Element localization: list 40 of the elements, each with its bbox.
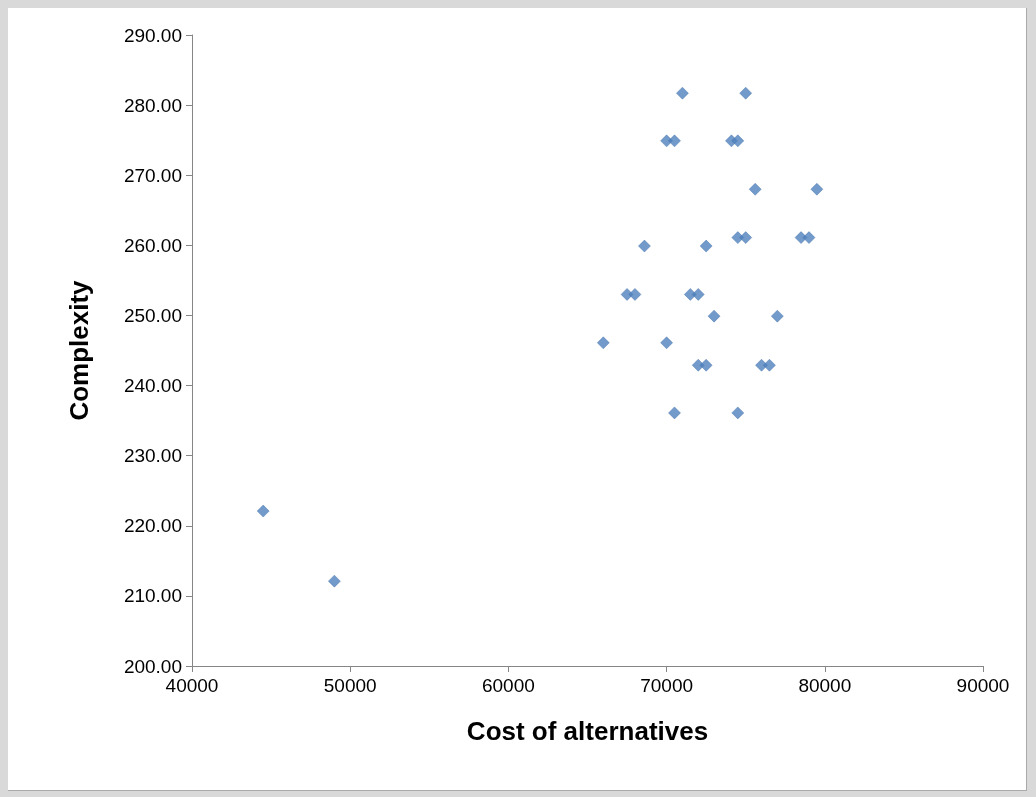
y-tick-label: 220.00 — [123, 515, 182, 537]
y-tick-label: 240.00 — [123, 375, 182, 397]
x-tick-label: 70000 — [640, 675, 694, 696]
point — [731, 134, 745, 148]
y-tick-label: 280.00 — [123, 94, 182, 116]
point — [802, 231, 816, 244]
point — [628, 288, 642, 301]
y-tick-label: 250.00 — [123, 304, 182, 326]
y-tick-label: 270.00 — [123, 164, 182, 186]
y-axis-title: Complexity — [64, 279, 94, 421]
point — [748, 182, 762, 196]
point — [810, 182, 824, 196]
y-tick-label: 290.00 — [123, 24, 182, 46]
y-tick-label: 230.00 — [123, 445, 182, 467]
point — [638, 239, 651, 253]
y-tick-label: 210.00 — [123, 585, 182, 607]
point — [739, 231, 752, 244]
point — [256, 504, 270, 518]
point — [660, 336, 673, 350]
y-tick-label: 200.00 — [123, 655, 182, 677]
x-tick-label: 60000 — [481, 675, 535, 696]
point — [763, 358, 776, 372]
point — [328, 574, 341, 588]
point — [699, 358, 713, 372]
point — [668, 406, 681, 420]
point — [771, 309, 784, 323]
point — [676, 86, 689, 100]
y-tick-label: 260.00 — [123, 234, 182, 256]
x-tick-label: 40000 — [165, 675, 219, 696]
x-tick-label: 90000 — [956, 675, 1010, 696]
point — [699, 239, 713, 253]
x-tick-label: 80000 — [798, 675, 852, 696]
point — [597, 336, 610, 350]
x-tick-label: 50000 — [323, 675, 377, 696]
point — [731, 406, 745, 420]
point — [739, 86, 752, 100]
point — [668, 134, 681, 148]
point — [707, 309, 721, 323]
point — [691, 288, 705, 301]
x-axis-title: Cost of alternatives — [466, 716, 709, 746]
